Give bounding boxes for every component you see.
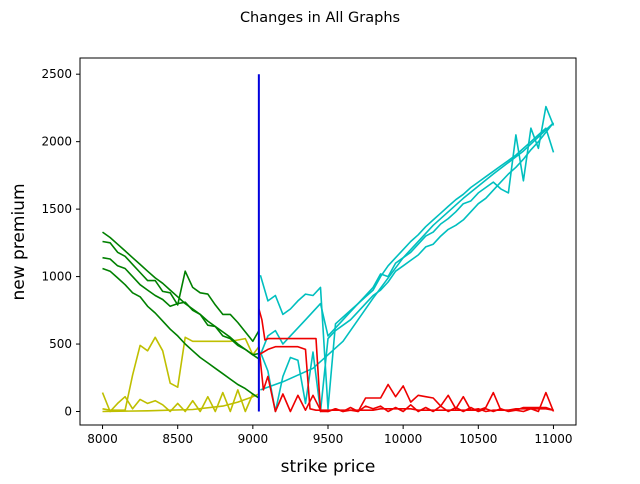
x-axis-label: strike price — [281, 457, 376, 477]
y-tick-label: 1500 — [41, 202, 72, 216]
chart-title: Changes in All Graphs — [240, 10, 400, 26]
y-tick-label: 2500 — [41, 67, 72, 81]
series-line-11 — [102, 231, 260, 360]
y-axis-label: new premium — [9, 183, 29, 300]
series-line-12 — [102, 240, 260, 343]
series-line-4 — [260, 122, 555, 391]
x-tick-label: 8000 — [87, 432, 118, 446]
series-line-7 — [258, 346, 555, 413]
series-line-14 — [102, 267, 260, 399]
series-line-10 — [102, 393, 260, 413]
series-line-13 — [102, 256, 260, 356]
x-tick-label: 9000 — [238, 432, 269, 446]
y-tick-label: 500 — [49, 337, 72, 351]
series-line-3 — [259, 122, 555, 413]
x-tick-label: 8500 — [162, 432, 193, 446]
y-tick-label: 2000 — [41, 135, 72, 149]
series-line-1 — [259, 127, 555, 410]
y-axis-ticks: 0 500 1000 1500 2000 2500 — [41, 67, 80, 419]
series-line-9 — [101, 389, 260, 413]
x-tick-label: 10500 — [459, 432, 497, 446]
series-line-2 — [259, 105, 555, 356]
plot-area — [79, 57, 577, 426]
y-tick-label: 1000 — [41, 270, 72, 284]
y-tick-label: 0 — [64, 405, 72, 419]
x-tick-label: 11000 — [534, 432, 572, 446]
x-axis-ticks: 8000 8500 9000 9500 10000 10500 11000 — [87, 425, 573, 446]
series-layer — [101, 105, 555, 413]
x-tick-label: 10000 — [384, 432, 422, 446]
x-tick-label: 9500 — [313, 432, 344, 446]
